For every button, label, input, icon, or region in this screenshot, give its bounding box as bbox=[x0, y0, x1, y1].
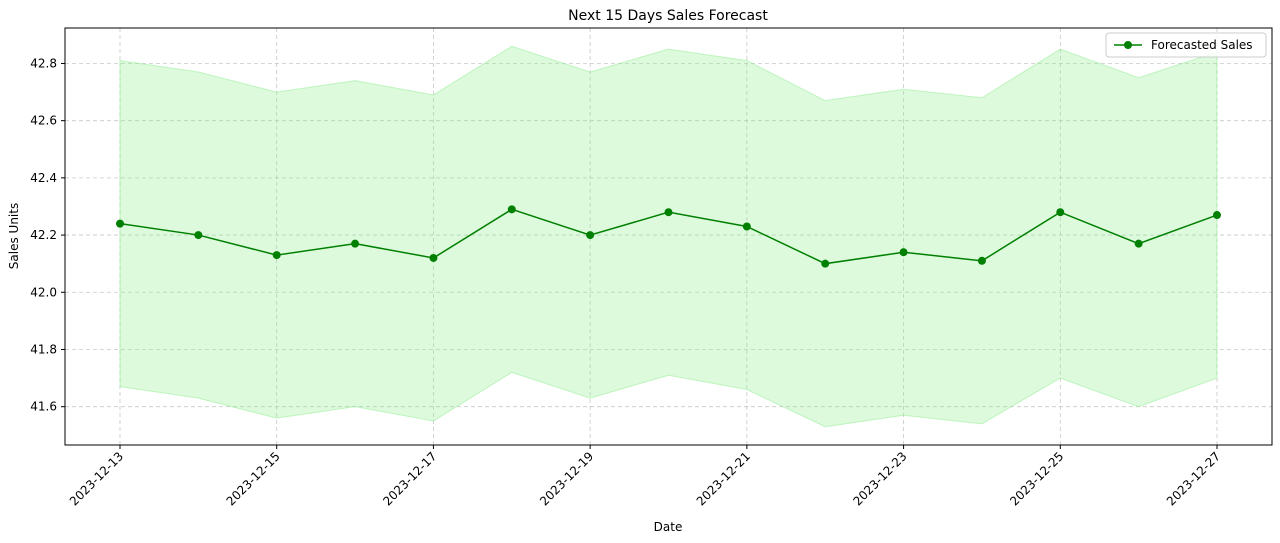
x-tick-label: 2023-12-27 bbox=[1164, 449, 1223, 508]
data-point bbox=[1213, 211, 1221, 220]
confidence-band bbox=[119, 45, 1218, 428]
series-layer bbox=[116, 205, 1221, 268]
x-tick-label: 2023-12-13 bbox=[67, 449, 126, 508]
y-tick-label: 42.2 bbox=[30, 228, 57, 242]
x-tick-label: 2023-12-23 bbox=[850, 449, 909, 508]
confidence-band-layer bbox=[119, 45, 1218, 428]
y-tick-label: 41.6 bbox=[30, 400, 57, 414]
data-point bbox=[429, 253, 438, 262]
x-tick-label: 2023-12-15 bbox=[224, 449, 283, 508]
data-point bbox=[586, 231, 595, 240]
x-axis: 2023-12-13 2023-12-15 2023-12-17 2023-12-19… bbox=[67, 445, 1223, 508]
x-tick-label: 2023-12-19 bbox=[537, 449, 596, 508]
y-axis: 41.6 41.8 42.0 42.2 42.4 42.6 42.8 bbox=[30, 56, 65, 414]
data-point bbox=[272, 251, 281, 260]
x-tick-label: 2023-12-17 bbox=[380, 449, 439, 508]
data-point bbox=[664, 208, 673, 217]
y-tick-label: 41.8 bbox=[30, 342, 57, 356]
y-axis-label: Sales Units bbox=[7, 203, 21, 269]
data-point bbox=[507, 205, 516, 214]
data-point bbox=[194, 231, 203, 240]
legend-box bbox=[1105, 32, 1267, 58]
data-point bbox=[116, 219, 124, 228]
legend-label: Forecasted Sales bbox=[1151, 38, 1253, 52]
legend-marker-swatch bbox=[1124, 41, 1132, 49]
data-point bbox=[742, 222, 751, 231]
grid bbox=[65, 28, 1272, 445]
y-tick-label: 42.8 bbox=[30, 56, 57, 70]
y-tick-label: 42.6 bbox=[30, 114, 57, 128]
data-point bbox=[1134, 239, 1143, 248]
data-point bbox=[821, 259, 830, 268]
data-point bbox=[1056, 208, 1065, 217]
y-tick-label: 42.4 bbox=[30, 171, 57, 185]
plot-frame bbox=[64, 27, 1273, 446]
x-tick-label: 2023-12-21 bbox=[694, 449, 753, 508]
data-point bbox=[977, 256, 986, 265]
legend: Forecasted Sales bbox=[1105, 32, 1267, 58]
y-tick-label: 42.0 bbox=[30, 285, 57, 299]
data-point bbox=[351, 239, 360, 248]
chart-title: Next 15 Days Sales Forecast bbox=[568, 8, 768, 24]
data-point bbox=[899, 248, 908, 257]
x-tick-label: 2023-12-25 bbox=[1007, 449, 1066, 508]
x-axis-label: Date bbox=[654, 520, 683, 534]
